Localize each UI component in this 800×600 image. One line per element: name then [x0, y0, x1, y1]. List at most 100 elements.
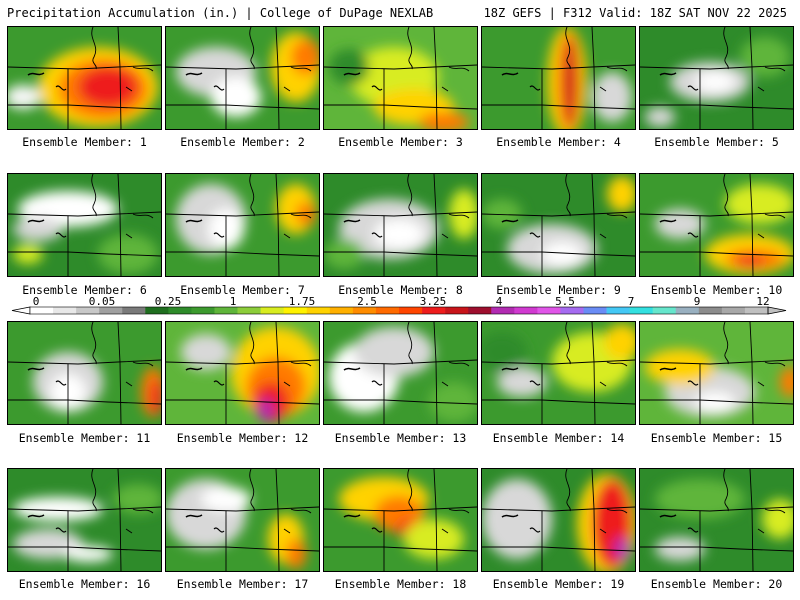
precip-field — [482, 27, 635, 129]
precip-area — [607, 176, 635, 212]
precip-area — [78, 67, 138, 107]
precip-area — [695, 392, 735, 412]
scale-swatch — [583, 307, 607, 314]
precip-area — [8, 85, 41, 109]
boundary-lines — [166, 322, 319, 424]
precip-field — [166, 174, 319, 276]
precip-field — [324, 174, 477, 276]
scale-tick-label: 5.5 — [555, 295, 575, 308]
scale-swatch — [191, 307, 215, 314]
precip-field — [324, 469, 477, 571]
scale-tick-label: 2.5 — [357, 295, 377, 308]
ensemble-member-map-12 — [165, 321, 320, 425]
precip-area — [655, 209, 705, 239]
ensemble-member-map-3 — [323, 26, 478, 130]
scale-tick-label: 9 — [694, 295, 701, 308]
ensemble-member-label: Ensemble Member: 16 — [18, 577, 151, 591]
scale-tick-label: 0 — [33, 295, 40, 308]
run-valid-time: 18Z GEFS | F312 Valid: 18Z SAT NOV 22 20… — [483, 6, 787, 20]
precip-area — [449, 189, 477, 239]
scale-tick-label: 1 — [230, 295, 237, 308]
ensemble-member-label: Ensemble Member: 18 — [334, 577, 467, 591]
ensemble-member-label: Ensemble Member: 1 — [22, 135, 147, 149]
precip-field — [166, 27, 319, 129]
precip-area — [604, 324, 635, 360]
ensemble-member-map-14 — [481, 321, 636, 425]
precip-area — [113, 484, 161, 514]
ensemble-member-map-7 — [165, 173, 320, 277]
precip-area — [695, 72, 735, 92]
precip-field — [8, 322, 161, 424]
precip-area — [258, 398, 274, 422]
ensemble-member-label: Ensemble Member: 9 — [496, 283, 621, 297]
precip-area — [329, 49, 369, 85]
scale-swatch — [606, 307, 630, 314]
precip-area — [614, 537, 630, 561]
scale-swatch — [652, 307, 677, 314]
boundary-lines — [8, 27, 161, 129]
precip-area — [181, 334, 231, 370]
scale-swatch — [491, 307, 515, 314]
scale-swatch — [352, 307, 377, 314]
ensemble-member-label: Ensemble Member: 3 — [338, 135, 463, 149]
precip-field — [640, 174, 793, 276]
scale-swatch — [329, 307, 354, 314]
scale-tick-label: 3.25 — [420, 295, 447, 308]
scale-swatch — [306, 307, 331, 314]
scale-swatch — [53, 307, 77, 314]
precip-area — [725, 184, 793, 224]
ensemble-member-label: Ensemble Member: 7 — [180, 283, 305, 297]
scale-swatch — [399, 307, 423, 314]
ensemble-member-map-1 — [7, 26, 162, 130]
precip-area — [429, 382, 477, 422]
precip-area — [13, 217, 63, 241]
precip-area — [762, 499, 793, 539]
scale-tick-label: 4 — [496, 295, 503, 308]
ensemble-member-label: Ensemble Member: 19 — [492, 577, 625, 591]
scale-swatch — [629, 307, 653, 314]
ensemble-member-map-2 — [165, 26, 320, 130]
precip-field — [482, 469, 635, 571]
ensemble-member-label: Ensemble Member: 2 — [180, 135, 305, 149]
ensemble-member-label: Ensemble Member: 8 — [338, 283, 463, 297]
precip-area — [374, 219, 424, 249]
precip-area — [482, 479, 552, 559]
boundary-lines — [324, 174, 477, 276]
boundary-lines — [482, 27, 635, 129]
ensemble-member-label: Ensemble Member: 10 — [650, 283, 783, 297]
scale-swatch — [214, 307, 238, 314]
precip-area — [150, 379, 161, 415]
scale-tick-label: 12 — [756, 295, 769, 308]
scale-swatch — [744, 307, 769, 314]
ensemble-member-map-10 — [639, 173, 794, 277]
precip-area — [324, 239, 364, 269]
precip-field — [166, 322, 319, 424]
boundary-lines — [324, 469, 477, 571]
boundary-lines — [640, 174, 793, 276]
precip-area — [735, 256, 765, 268]
precip-area — [497, 367, 547, 397]
ensemble-member-label: Ensemble Member: 15 — [650, 431, 783, 445]
precip-field — [324, 322, 477, 424]
precip-area — [211, 77, 261, 117]
boundary-lines — [8, 469, 161, 571]
precip-field — [482, 322, 635, 424]
scale-swatch — [675, 307, 700, 314]
scale-swatch — [237, 307, 261, 314]
boundary-lines — [324, 322, 477, 424]
scale-swatch — [537, 307, 561, 314]
precip-area — [645, 349, 715, 385]
precip-area — [286, 539, 306, 569]
scale-swatch — [76, 307, 100, 314]
boundary-lines — [166, 469, 319, 571]
precip-area — [13, 244, 43, 264]
precip-field — [640, 27, 793, 129]
precip-area — [201, 487, 251, 511]
ensemble-member-map-6 — [7, 173, 162, 277]
ensemble-member-label: Ensemble Member: 11 — [18, 431, 151, 445]
precip-area — [63, 546, 113, 562]
ensemble-member-map-15 — [639, 321, 794, 425]
precip-field — [640, 469, 793, 571]
scale-max-arrow — [767, 306, 787, 315]
precip-field — [482, 174, 635, 276]
